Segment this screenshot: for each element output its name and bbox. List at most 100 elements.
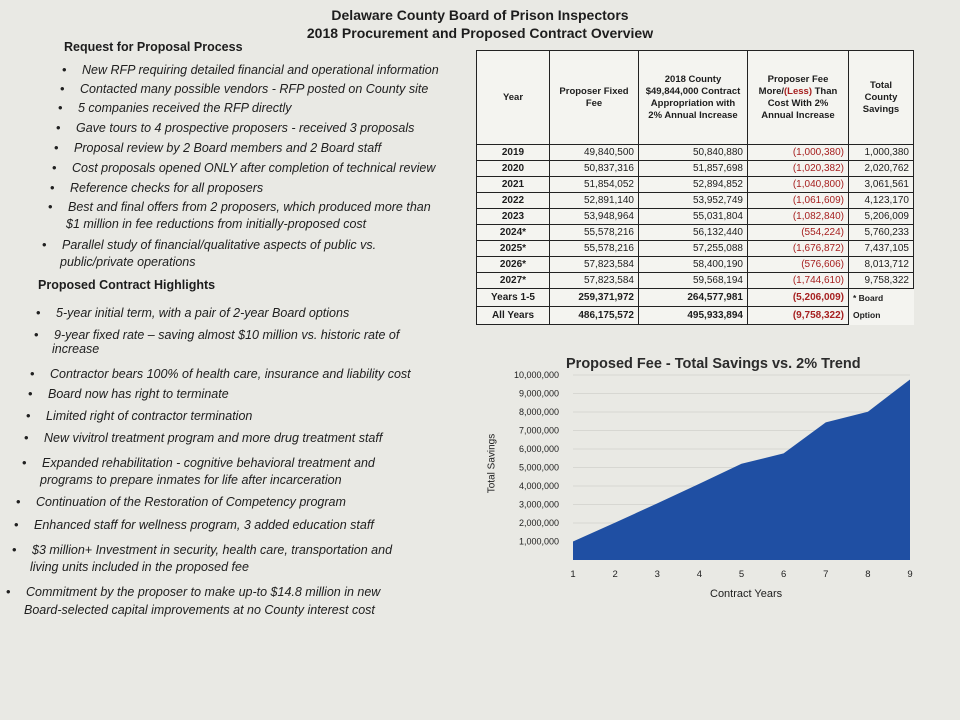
x-tick-label: 9 bbox=[907, 569, 912, 580]
list-item: • Contractor bears 100% of health care, i… bbox=[30, 366, 411, 381]
y-tick-label: 10,000,000 bbox=[514, 370, 559, 380]
list-item-continuation: public/private operations bbox=[60, 255, 196, 269]
col-header-difference: Proposer Fee More/(Less) Than Cost With … bbox=[747, 50, 849, 145]
cell-diff: (9,758,322) bbox=[747, 306, 849, 325]
cell-approp: 53,952,749 bbox=[638, 192, 748, 209]
table-row: 2023 53,948,964 55,031,804 (1,082,840) 5,206… bbox=[476, 208, 914, 225]
cell-diff: (554,224) bbox=[747, 224, 849, 241]
total-row: Years 1-5 259,371,972 264,577,981 (5,206,00… bbox=[476, 288, 914, 320]
cell-savings: 4,123,170 bbox=[848, 192, 914, 209]
bullet-icon: • bbox=[14, 517, 19, 532]
table-row: 2021 51,854,052 52,894,852 (1,040,800) 3,061… bbox=[476, 176, 914, 193]
cell-savings: 7,437,105 bbox=[848, 240, 914, 257]
list-item: • $3 million+ Investment in security, hea… bbox=[12, 542, 393, 557]
chart-y-tick-labels: 1,000,000 2,000,000 3,000,000 4,000,000 5,00… bbox=[514, 370, 559, 547]
bullet-icon: • bbox=[26, 408, 31, 423]
bullet-icon: • bbox=[24, 430, 29, 445]
cell-fee: 50,837,316 bbox=[549, 160, 639, 177]
bullet-icon: • bbox=[58, 100, 63, 115]
highlights-heading: Proposed Contract Highlights bbox=[38, 278, 216, 292]
cell-approp: 56,132,440 bbox=[638, 224, 748, 241]
cell-fee: 51,854,052 bbox=[549, 176, 639, 193]
savings-area-series bbox=[573, 379, 910, 560]
col-header-year: Year bbox=[476, 50, 550, 145]
list-item: • Enhanced staff for wellness program, 3 … bbox=[14, 517, 374, 532]
rfp-heading: Request for Proposal Process bbox=[64, 40, 243, 54]
table-row: 2022 52,891,140 53,952,749 (1,061,609) 4,123… bbox=[476, 192, 914, 209]
list-item-continuation: $1 million in fee reductions from initia… bbox=[66, 217, 367, 231]
col-header-appropriation: 2018 County $49,844,000 Contract Appropr… bbox=[638, 50, 748, 145]
cell-fee: 55,578,216 bbox=[549, 240, 639, 257]
list-item: • Limited right of contractor termination bbox=[26, 408, 253, 423]
table-row: 2027* 57,823,584 59,568,194 (1,744,610) 9,75… bbox=[476, 272, 914, 289]
cell-approp: 495,933,894 bbox=[638, 306, 748, 325]
cell-diff: (1,020,382) bbox=[747, 160, 849, 177]
bullet-icon: • bbox=[52, 160, 57, 175]
cell-approp: 58,400,190 bbox=[638, 256, 748, 273]
cell-approp: 57,255,088 bbox=[638, 240, 748, 257]
savings-area-chart: 1,000,000 2,000,000 3,000,000 4,000,000 5,00… bbox=[514, 370, 913, 580]
list-item: • Reference checks for all proposers bbox=[50, 180, 264, 195]
bullet-icon: • bbox=[50, 180, 55, 195]
bullet-icon: • bbox=[6, 584, 11, 599]
bullet-icon: • bbox=[62, 62, 67, 77]
cell-fee: 55,578,216 bbox=[549, 224, 639, 241]
cell-approp: 55,031,804 bbox=[638, 208, 748, 225]
cell-savings: 5,206,009 bbox=[848, 208, 914, 225]
cell-fee: 57,823,584 bbox=[549, 256, 639, 273]
x-tick-label: 3 bbox=[655, 569, 660, 580]
cell-year: 2026* bbox=[476, 256, 550, 273]
cell-approp: 264,577,981 bbox=[638, 288, 748, 307]
cell-year: Years 1-5 bbox=[476, 288, 550, 307]
cell-diff: (1,082,840) bbox=[747, 208, 849, 225]
y-tick-label: 3,000,000 bbox=[519, 500, 559, 510]
table-row: 2026* 57,823,584 58,400,190 (576,606) 8,013,… bbox=[476, 256, 914, 273]
cell-diff: (1,676,872) bbox=[747, 240, 849, 257]
y-tick-label: 8,000,000 bbox=[519, 407, 559, 417]
list-item: • Commitment by the proposer to make up-t… bbox=[6, 584, 381, 599]
list-item: • Continuation of the Restoration of Comp… bbox=[16, 494, 346, 509]
list-item: • 5-year initial term, with a pair of 2-y… bbox=[36, 305, 350, 320]
cell-fee: 53,948,964 bbox=[549, 208, 639, 225]
cell-fee: 259,371,972 bbox=[549, 288, 639, 307]
cell-year: 2020 bbox=[476, 160, 550, 177]
cell-diff: (1,061,609) bbox=[747, 192, 849, 209]
cell-savings: 9,758,322 bbox=[848, 272, 914, 289]
page-title: Delaware County Board of Prison Inspecto… bbox=[331, 7, 629, 23]
table-row: 2020 50,837,316 51,857,698 (1,020,382) 2,020… bbox=[476, 160, 914, 177]
x-tick-label: 4 bbox=[697, 569, 702, 580]
cell-year: 2027* bbox=[476, 272, 550, 289]
board-option-footnote: * Board Option bbox=[853, 292, 884, 320]
list-item: • Best and final offers from 2 proposers,… bbox=[48, 199, 431, 214]
cell-fee: 486,175,572 bbox=[549, 306, 639, 325]
cell-year: All Years bbox=[476, 306, 550, 325]
y-tick-label: 5,000,000 bbox=[519, 463, 559, 473]
x-tick-label: 2 bbox=[612, 569, 617, 580]
y-tick-label: 7,000,000 bbox=[519, 426, 559, 436]
cell-fee: 57,823,584 bbox=[549, 272, 639, 289]
list-item: • Expanded rehabilitation - cognitive beh… bbox=[22, 455, 375, 470]
y-tick-label: 9,000,000 bbox=[519, 389, 559, 399]
list-item-continuation: Board-selected capital improvements at n… bbox=[24, 603, 375, 617]
bullet-icon: • bbox=[60, 81, 65, 96]
list-item: • 5 companies received the RFP directly bbox=[58, 100, 292, 115]
cell-approp: 50,840,880 bbox=[638, 144, 748, 161]
x-tick-label: 1 bbox=[570, 569, 575, 580]
cell-savings: 8,013,712 bbox=[848, 256, 914, 273]
bullet-icon: • bbox=[28, 386, 33, 401]
bullet-icon: • bbox=[34, 327, 39, 342]
table-row: 2025* 55,578,216 57,255,088 (1,676,872) 7,43… bbox=[476, 240, 914, 257]
bullet-icon: • bbox=[30, 366, 35, 381]
cell-savings: 2,020,762 bbox=[848, 160, 914, 177]
cell-year: 2025* bbox=[476, 240, 550, 257]
cell-approp: 59,568,194 bbox=[638, 272, 748, 289]
y-tick-label: 6,000,000 bbox=[519, 444, 559, 454]
x-tick-label: 8 bbox=[865, 569, 870, 580]
cell-fee: 52,891,140 bbox=[549, 192, 639, 209]
savings-table: Year Proposer Fixed Fee 2018 County $49,… bbox=[476, 50, 914, 325]
cell-year: 2019 bbox=[476, 144, 550, 161]
list-item: • Contacted many possible vendors - RFP p… bbox=[60, 81, 429, 96]
list-item: • New vivitrol treatment program and more… bbox=[24, 430, 383, 445]
cell-diff: (5,206,009) bbox=[747, 288, 849, 307]
chart-x-tick-labels: 1 2 3 4 5 6 7 8 9 bbox=[570, 569, 912, 580]
